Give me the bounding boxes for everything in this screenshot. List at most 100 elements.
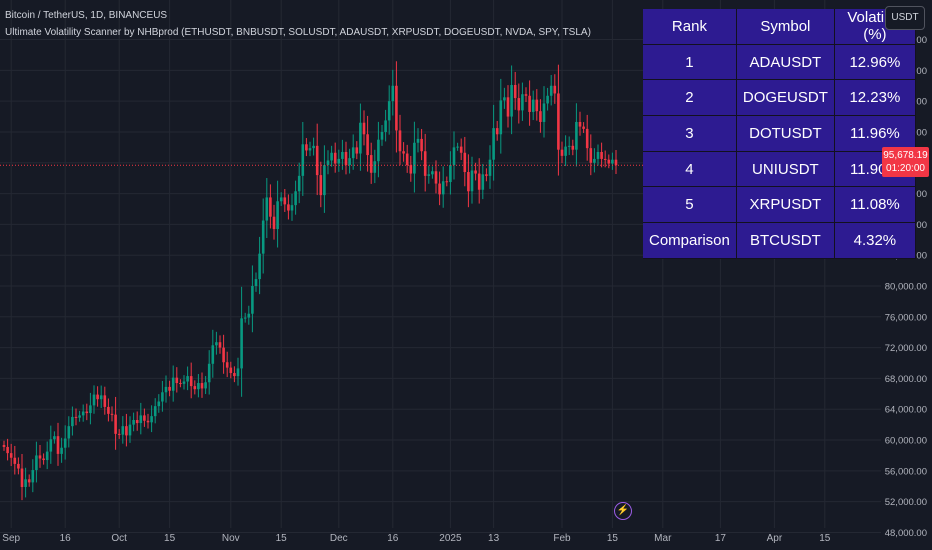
candle-body bbox=[125, 426, 128, 436]
candle-body bbox=[110, 413, 114, 415]
indicator-title[interactable]: Ultimate Volatility Scanner by NHBprod (… bbox=[5, 27, 591, 38]
candle-body bbox=[258, 253, 261, 280]
candle-body bbox=[132, 420, 135, 425]
candle-body bbox=[614, 159, 618, 166]
candle-body bbox=[117, 433, 121, 435]
candle-body bbox=[384, 120, 387, 132]
candle-body bbox=[474, 170, 477, 174]
candle-body bbox=[272, 216, 276, 230]
candle-body bbox=[153, 406, 157, 417]
candle-body bbox=[35, 455, 38, 471]
candle-body bbox=[218, 342, 222, 348]
candle-body bbox=[6, 446, 9, 454]
candle-body bbox=[366, 134, 369, 156]
candle-body bbox=[398, 130, 402, 152]
candle-body bbox=[567, 145, 571, 147]
candle-body bbox=[564, 146, 567, 156]
countdown-timer: 01:20:00 bbox=[886, 163, 925, 174]
candle-body bbox=[535, 99, 539, 112]
symbol-cell: UNIUSDT bbox=[736, 151, 835, 188]
candle-body bbox=[369, 155, 373, 173]
candle-body bbox=[402, 151, 405, 154]
candle-body bbox=[294, 191, 297, 206]
candle-body bbox=[27, 479, 31, 483]
candle-body bbox=[13, 457, 17, 464]
candle-body bbox=[405, 153, 409, 166]
candle-body bbox=[81, 411, 85, 416]
candle-body bbox=[269, 197, 272, 217]
candle-body bbox=[45, 451, 49, 461]
candle-body bbox=[121, 426, 125, 435]
symbol-cell: DOTUSDT bbox=[736, 115, 835, 152]
x-tick-label: 16 bbox=[387, 533, 399, 544]
candle-body bbox=[236, 368, 240, 377]
x-tick-label: 15 bbox=[164, 533, 176, 544]
x-tick-label: Nov bbox=[222, 533, 240, 544]
candle-body bbox=[71, 416, 74, 427]
x-tick-label: 16 bbox=[60, 533, 72, 544]
x-tick-label: Mar bbox=[654, 533, 672, 544]
candle-body bbox=[222, 347, 225, 363]
candle-body bbox=[395, 85, 398, 131]
candle-body bbox=[60, 447, 63, 454]
candle-body bbox=[2, 445, 6, 447]
candle-body bbox=[89, 405, 92, 414]
candle-body bbox=[229, 367, 233, 374]
candle-body bbox=[557, 93, 560, 150]
candle-body bbox=[107, 406, 110, 414]
candle-body bbox=[456, 146, 459, 148]
candle-body bbox=[441, 181, 445, 195]
candle-body bbox=[560, 149, 564, 156]
volatility-cell: 12.23% bbox=[834, 79, 916, 117]
candle-body bbox=[31, 470, 35, 483]
candle-body bbox=[409, 165, 413, 174]
candle-body bbox=[207, 363, 211, 383]
candle-body bbox=[517, 98, 521, 111]
candle-body bbox=[103, 395, 107, 407]
candle-body bbox=[445, 181, 449, 183]
time-axis[interactable]: Sep 16 Oct 15 Nov 15 Dec 16 2025 13 Feb 15 Mar 17 Apr 1… bbox=[2, 533, 830, 544]
candle-body bbox=[549, 85, 553, 96]
candle-body bbox=[186, 376, 189, 382]
candle-body bbox=[463, 152, 467, 173]
candle-body bbox=[193, 386, 197, 390]
candle-body bbox=[240, 318, 243, 369]
rank-cell: Comparison bbox=[643, 222, 737, 259]
symbol-cell: XRPUSDT bbox=[736, 186, 835, 224]
candle-body bbox=[434, 171, 438, 184]
header-rank: Rank bbox=[643, 9, 737, 45]
x-tick-label: Dec bbox=[330, 533, 348, 544]
current-price-label: 95,678.19 01:20:00 bbox=[882, 147, 929, 177]
candle-body bbox=[323, 165, 326, 196]
flash-icon[interactable]: ⚡ bbox=[614, 502, 632, 520]
y-tick-label: 52,000.00 bbox=[885, 497, 927, 508]
currency-badge[interactable]: USDT bbox=[885, 6, 925, 30]
candle-body bbox=[420, 138, 423, 152]
symbol-title[interactable]: Bitcoin / TetherUS, 1D, BINANCEUS bbox=[5, 10, 168, 21]
candle-body bbox=[380, 131, 384, 140]
candle-body bbox=[611, 159, 614, 164]
volatility-cell: 12.96% bbox=[834, 44, 916, 81]
header-symbol: Symbol bbox=[736, 9, 835, 45]
candle-body bbox=[9, 453, 13, 458]
candle-body bbox=[510, 84, 513, 117]
y-tick-label: 76,000.00 bbox=[885, 312, 927, 323]
volatility-table: Rank Symbol Volatility (%) 1 ADAUSDT 12.… bbox=[643, 9, 916, 259]
x-tick-label: 17 bbox=[715, 533, 727, 544]
candle-body bbox=[53, 436, 56, 440]
candle-body bbox=[308, 148, 312, 151]
candle-body bbox=[17, 463, 20, 469]
candle-body bbox=[287, 204, 290, 211]
candle-body bbox=[85, 411, 89, 414]
candle-body bbox=[337, 158, 341, 164]
x-tick-label: 15 bbox=[607, 533, 619, 544]
candle-body bbox=[427, 174, 431, 176]
candle-body bbox=[265, 197, 269, 221]
candle-body bbox=[503, 97, 506, 101]
candle-body bbox=[449, 165, 452, 183]
candle-body bbox=[546, 95, 549, 104]
candle-body bbox=[67, 426, 71, 439]
candle-body bbox=[49, 439, 53, 452]
candle-body bbox=[499, 100, 503, 135]
candle-body bbox=[74, 416, 78, 418]
